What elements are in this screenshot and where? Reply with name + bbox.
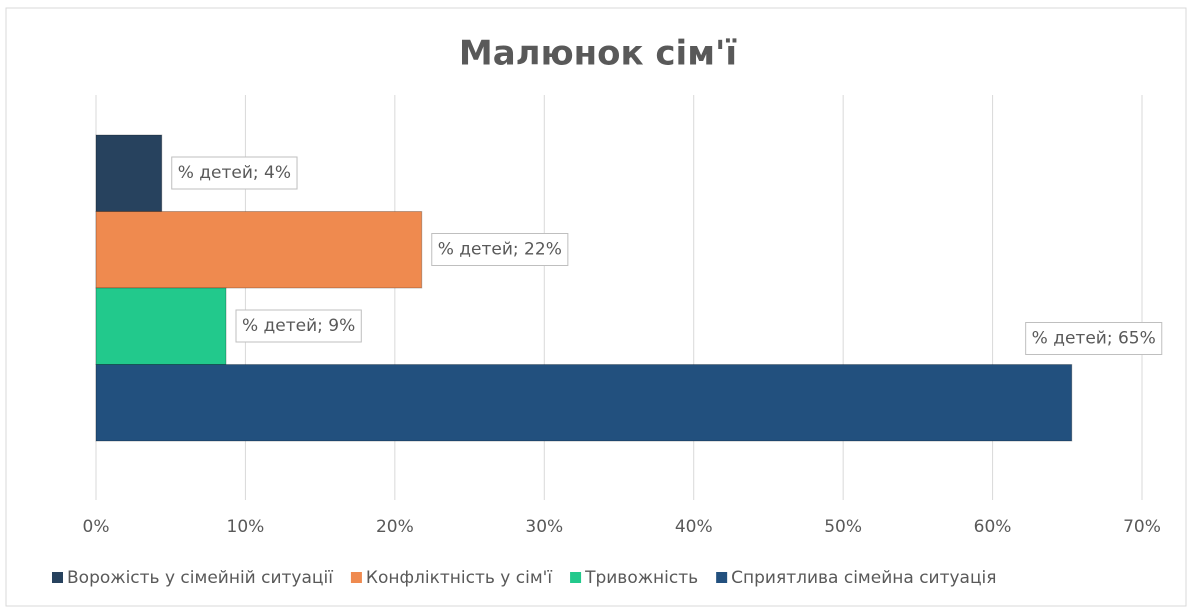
data-label-text: % детей; 9% (242, 316, 355, 336)
legend-label: Сприятлива сімейна ситуація (731, 568, 996, 588)
legend-swatch (52, 572, 63, 583)
legend-label: Ворожість у сімейній ситуації (67, 568, 333, 588)
data-label-box (171, 156, 298, 190)
legend-swatch (350, 572, 362, 583)
data-label-text: % детей; 4% (178, 163, 291, 183)
x-tick-label: 50% (824, 517, 862, 537)
x-tick-label: 40% (675, 517, 713, 537)
legend-swatch (716, 572, 728, 583)
data-label-box (1025, 322, 1163, 355)
chart-title: Малюнок сім'ї (459, 34, 738, 74)
legend-label: Конфліктність у сім'ї (366, 568, 552, 588)
x-tick-label: 70% (1123, 517, 1161, 537)
data-label: % детей; 65% (1025, 322, 1163, 355)
data-label-text: % детей; 22% (438, 240, 562, 260)
x-tick-label: 60% (974, 517, 1012, 537)
data-label: % детей; 4% (171, 156, 298, 190)
x-tick-label: 30% (525, 517, 563, 537)
data-label-box (431, 233, 569, 266)
bar (95, 287, 227, 365)
bar (95, 364, 1073, 442)
data-label: % детей; 9% (235, 309, 362, 343)
x-tick-label: 10% (227, 517, 265, 537)
x-tick-label: 0% (83, 517, 110, 537)
bar (95, 211, 423, 289)
legend-label: Тривожність (584, 568, 698, 588)
legend-swatch (570, 572, 582, 583)
bar (95, 134, 163, 212)
data-label-text: % детей; 65% (1032, 329, 1156, 349)
x-tick-label: 20% (376, 517, 414, 537)
data-label-box (235, 309, 362, 343)
data-label: % детей; 22% (431, 233, 569, 266)
